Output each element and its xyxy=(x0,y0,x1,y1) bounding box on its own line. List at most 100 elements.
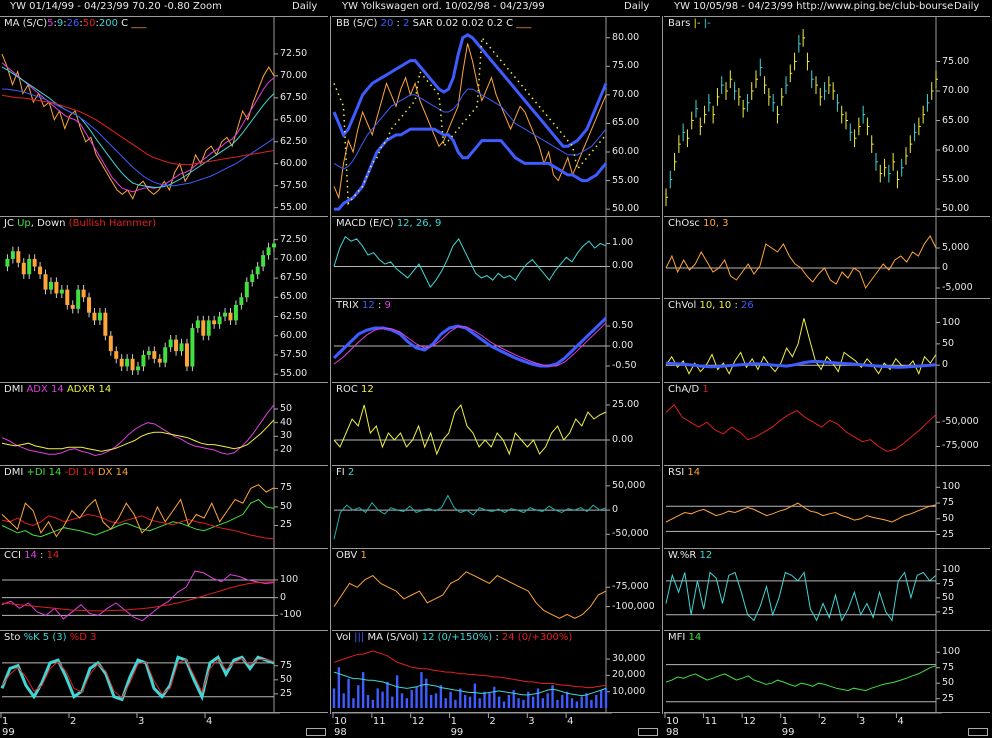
series-line-sto-1 xyxy=(1,657,275,699)
series-line-fi-0 xyxy=(333,494,607,540)
panel-separator[interactable] xyxy=(664,382,990,383)
panel-separator[interactable] xyxy=(0,548,328,549)
series-line-bb-1 xyxy=(332,33,608,148)
x-tick-label: 10 xyxy=(334,716,347,727)
panel-chad[interactable] xyxy=(665,382,940,465)
panel-separator[interactable] xyxy=(332,16,660,17)
periodicity-selector[interactable]: Daily xyxy=(624,1,650,12)
y-tick-label: -0.50 xyxy=(612,360,637,371)
panel-separator[interactable] xyxy=(664,298,990,299)
year-label: 99 xyxy=(2,727,15,738)
scrollbar-icon[interactable] xyxy=(968,728,988,736)
volume-bar xyxy=(434,693,438,708)
y-tick-label: -100 xyxy=(280,609,302,621)
panel-roc[interactable] xyxy=(333,382,610,465)
candle-body xyxy=(168,339,173,348)
y-tick-label: 75 xyxy=(942,661,955,673)
panel-label: CCI 14 : 14 xyxy=(4,550,59,561)
x-tick-label: 3 xyxy=(858,716,866,727)
panel-label-part: 1 xyxy=(699,384,709,395)
series-line-bb-2 xyxy=(333,88,607,170)
periodicity-selector[interactable]: Daily xyxy=(954,1,980,12)
panel-separator[interactable] xyxy=(0,16,328,17)
panel-separator[interactable] xyxy=(664,16,990,17)
y-tick-label: -50,000 xyxy=(942,416,979,428)
x-tick-label: 12 xyxy=(411,716,425,727)
column-separator[interactable] xyxy=(662,16,663,714)
panel-bb[interactable] xyxy=(332,16,610,216)
panel-label-part: ADXR 14 xyxy=(63,384,112,395)
panel-wr[interactable] xyxy=(665,548,940,630)
panel-separator[interactable] xyxy=(664,465,990,466)
panel-label: ChA/D 1 xyxy=(668,384,709,395)
y-tick-label: 20,000 xyxy=(612,669,646,681)
panel-jc[interactable] xyxy=(5,216,278,382)
scrollbar-icon[interactable] xyxy=(306,728,326,736)
panel-separator[interactable] xyxy=(332,382,660,383)
panel-separator[interactable] xyxy=(0,630,328,631)
panel-separator[interactable] xyxy=(332,216,660,217)
panel-separator[interactable] xyxy=(0,382,328,383)
volume-bar xyxy=(517,698,520,708)
panel-bars[interactable] xyxy=(665,16,940,216)
panel-dmi1[interactable] xyxy=(1,382,278,465)
candle-body xyxy=(250,274,255,282)
panel-label-part: 1 xyxy=(357,550,367,561)
y-tick-label: 0.00 xyxy=(612,340,634,351)
y-tick-label: 25.00 xyxy=(612,399,640,410)
panel-separator[interactable] xyxy=(664,216,990,217)
panel-sto[interactable] xyxy=(0,630,278,712)
y-tick-label: 0 xyxy=(612,504,619,516)
candle-body xyxy=(38,266,43,275)
panel-fi[interactable] xyxy=(333,465,610,548)
panel-separator[interactable] xyxy=(664,712,990,713)
volume-bar xyxy=(410,690,413,708)
panel-cci[interactable] xyxy=(1,548,278,630)
y-tick-label: 100 xyxy=(280,573,299,585)
y-tick-label: 55.00 xyxy=(612,174,640,186)
panel-dmi2[interactable] xyxy=(1,465,278,548)
y-tick-label: 10,000 xyxy=(612,685,646,697)
panel-trix[interactable] xyxy=(332,298,610,382)
panel-separator[interactable] xyxy=(664,548,990,549)
periodicity-selector[interactable]: Daily xyxy=(292,1,318,12)
candle-body xyxy=(108,335,113,352)
year-label: 99 xyxy=(781,727,795,738)
panel-separator[interactable] xyxy=(332,630,660,631)
panel-separator[interactable] xyxy=(332,465,660,466)
panel-ma[interactable] xyxy=(1,16,278,216)
y-tick-label: 25 xyxy=(942,528,955,540)
panel-label-part: 26 xyxy=(66,18,80,29)
panel-separator[interactable] xyxy=(332,548,660,549)
panel-vol[interactable] xyxy=(332,630,610,712)
panel-mfi[interactable] xyxy=(665,630,940,712)
panel-separator[interactable] xyxy=(0,712,328,713)
series-line-mfi-0 xyxy=(665,665,937,692)
panel-label-part: +DI 14 xyxy=(23,467,62,478)
panel-label-part: DMI xyxy=(4,384,24,395)
panel-separator[interactable] xyxy=(332,298,660,299)
series-line-ma-3 xyxy=(2,88,275,187)
panel-separator[interactable] xyxy=(0,216,328,217)
panel-separator[interactable] xyxy=(664,630,990,631)
panel-obv[interactable] xyxy=(333,548,610,630)
panel-label-part: 12 xyxy=(357,384,374,395)
panel-chosc[interactable] xyxy=(665,216,940,298)
panel-label-part: MFI xyxy=(668,632,686,643)
panel-label-part: DMI xyxy=(4,467,24,478)
y-tick-label: 0.00 xyxy=(612,434,634,445)
panel-separator[interactable] xyxy=(0,465,328,466)
candle-body xyxy=(163,347,168,363)
scrollbar-icon[interactable] xyxy=(638,728,658,736)
panel-macd[interactable] xyxy=(333,216,610,298)
panel-label: W.%R 12 xyxy=(668,550,712,561)
y-tick-label: 55.00 xyxy=(280,201,308,213)
column-separator[interactable] xyxy=(330,16,331,714)
panel-label-part: TRIX xyxy=(336,300,359,311)
panel-chvol[interactable] xyxy=(665,298,940,382)
volume-bar xyxy=(488,693,491,708)
panel-separator[interactable] xyxy=(332,712,660,713)
x-tick-label: 4 xyxy=(567,716,574,727)
panel-rsi[interactable] xyxy=(665,465,940,548)
